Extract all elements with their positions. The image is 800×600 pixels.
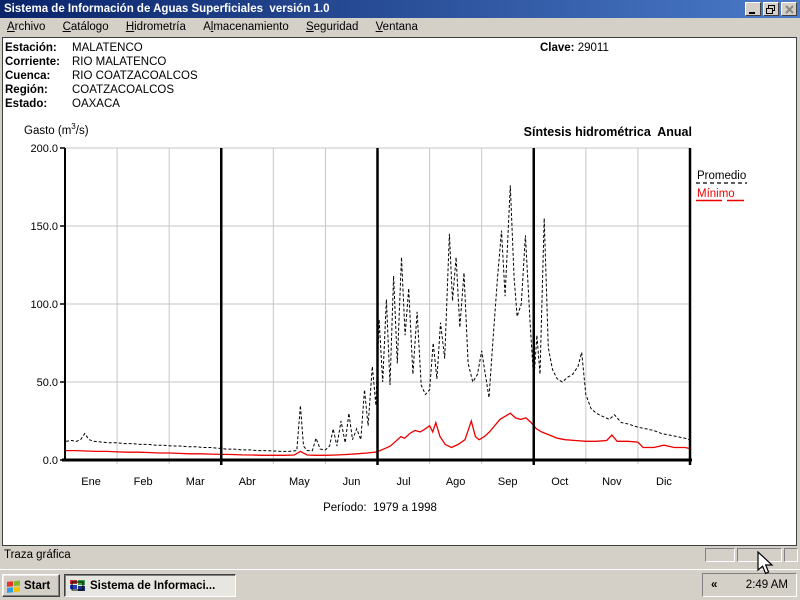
station-key-label: Clave: (540, 42, 575, 54)
legend-promedio-label: Promedio (697, 170, 746, 182)
status-text: Traza gráfica (4, 549, 71, 561)
y-axis-title: Gasto (m3/s) (24, 122, 89, 137)
x-tick-label: Feb (134, 476, 153, 488)
window-title: Sistema de Información de Aguas Superfic… (4, 3, 330, 15)
menu-label-part: atálogo (70, 21, 109, 33)
info-row-estado: Estado: OAXACA (5, 97, 120, 111)
menu-label-part: entana (382, 21, 418, 33)
minimize-button[interactable] (745, 2, 761, 16)
y-tick-label: 100.0 (30, 299, 58, 311)
station-key-value: 29011 (577, 42, 609, 54)
x-tick-label: Sep (498, 476, 518, 488)
menu-accel: S (305, 21, 314, 33)
menu-label-part: eguridad (313, 21, 359, 33)
restore-icon (766, 4, 775, 14)
menu-label-part: rchivo (14, 21, 46, 33)
tray-clock: 2:49 AM (745, 579, 788, 591)
y-tick-label: 0.0 (43, 455, 58, 467)
info-row-region: Región: COATZACOALCOS (5, 83, 174, 97)
status-panels (705, 548, 798, 562)
start-button[interactable]: Start (2, 574, 60, 597)
x-tick-label: May (289, 476, 310, 488)
axes (60, 147, 692, 465)
menu-accel: l (210, 21, 214, 33)
status-bar: Traza gráfica (0, 547, 800, 564)
resize-grip[interactable] (784, 548, 798, 562)
info-row-cuenca: Cuenca: RIO COATZACOALCOS (5, 69, 198, 83)
info-value: RIO MALATENCO (72, 56, 167, 68)
data-series (65, 185, 690, 456)
chart-title: Síntesis hidrométrica Anual (524, 125, 692, 139)
info-value: COATZACOALCOS (72, 84, 175, 96)
axis-labels: 0.0 50.0 100.0 150.0 200.0 Ene Feb Mar Abr May Jun… (30, 143, 672, 488)
menu-accel: C (62, 21, 71, 33)
menu-label-part: A (203, 21, 211, 33)
minimize-icon (749, 11, 755, 14)
info-label: Corriente: (5, 56, 60, 68)
window-titlebar[interactable]: Sistema de Información de Aguas Superfic… (0, 0, 800, 18)
restore-button[interactable] (763, 2, 779, 16)
menu-archivo[interactable]: Archivo (0, 18, 52, 37)
menu-accel: V (375, 21, 383, 33)
series-minimo (66, 412, 690, 456)
x-tick-label: Ago (446, 476, 466, 488)
info-value: OAXACA (72, 98, 120, 110)
menu-seguridad[interactable]: Seguridad (299, 18, 365, 37)
tray-collapse-button[interactable]: « (711, 579, 718, 591)
x-tick-label: Ene (81, 476, 101, 488)
menu-ventana[interactable]: Ventana (369, 18, 425, 37)
menu-label-part: macenamiento (213, 21, 289, 33)
close-icon (784, 4, 794, 14)
x-tick-label: Jun (343, 476, 361, 488)
info-label: Región: (5, 84, 48, 96)
station-key: Clave: 29011 (540, 42, 609, 54)
menu-hidrometria[interactable]: Hidrometría (119, 18, 193, 37)
info-value: RIO COATZACOALCOS (72, 70, 198, 82)
sias-app-icon (70, 580, 85, 591)
menu-catalogo[interactable]: Catálogo (56, 18, 116, 37)
status-panel (705, 548, 735, 562)
menu-almacenamiento[interactable]: Almacenamiento (196, 18, 296, 37)
period-label: Período: 1979 a 1998 (323, 502, 437, 514)
taskbar: Start Sistema de Informaci... « 2:49 AM (0, 569, 800, 600)
x-tick-label: Nov (602, 476, 622, 488)
x-tick-label: Mar (186, 476, 205, 488)
series-promedio (65, 185, 690, 452)
gridlines (65, 147, 690, 464)
taskbar-item-sistema[interactable]: Sistema de Informaci... (64, 574, 236, 597)
x-tick-label: Jul (397, 476, 411, 488)
legend-minimo-label: Mínimo (697, 188, 735, 200)
info-label: Estación: (5, 42, 57, 54)
menu-accel: A (7, 21, 15, 33)
info-label: Estado: (5, 98, 48, 110)
taskbar-item-label: Sistema de Informaci... (90, 579, 216, 592)
window-controls (745, 2, 797, 16)
x-tick-label: Dic (656, 476, 672, 488)
info-label: Cuenca: (5, 70, 51, 82)
menu-bar: Archivo Catálogo Hidrometría Almacenamie… (0, 18, 800, 37)
close-button[interactable] (781, 2, 797, 16)
menu-accel: H (125, 21, 135, 33)
y-tick-label: 200.0 (30, 143, 58, 155)
x-tick-label: Oct (551, 476, 568, 488)
info-value: MALATENCO (72, 42, 143, 54)
info-row-corriente: Corriente: RIO MALATENCO (5, 55, 166, 69)
y-tick-label: 50.0 (37, 377, 58, 389)
windows-logo-icon (7, 580, 20, 593)
menu-label-part: idrometría (134, 21, 186, 33)
x-tick-label: Abr (239, 476, 256, 488)
hydrometric-chart: Gasto (m3/s) Síntesis hidrométrica Anual… (24, 122, 747, 514)
y-tick-label: 150.0 (30, 221, 58, 233)
info-row-estacion: Estación: MALATENCO (5, 41, 143, 55)
status-panel (737, 548, 782, 562)
system-tray: « 2:49 AM (702, 573, 797, 597)
start-label: Start (24, 579, 51, 592)
